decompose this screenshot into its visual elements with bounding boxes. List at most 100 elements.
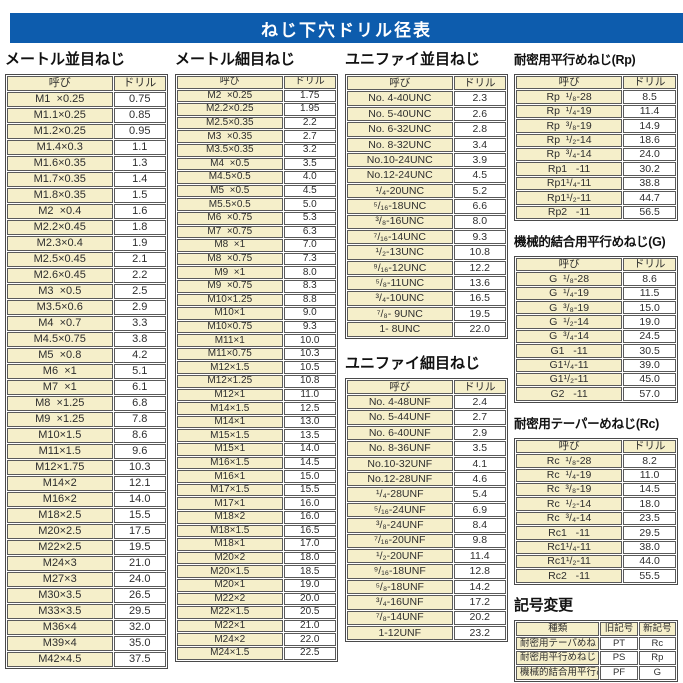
table-row: M1.7×0.35 1.4 [7, 172, 166, 187]
thread-name-cell: M8 ×1.25 [7, 396, 113, 411]
thread-name-cell: ³/₄-10UNC [347, 291, 453, 306]
column-header: 呼び [7, 76, 113, 91]
table-row: M2.5×0.35 2.2 [177, 116, 336, 130]
table-row: M2.6×0.45 2.2 [7, 268, 166, 283]
thread-name-cell: M4.5×0.5 [177, 171, 283, 184]
column-header: 呼び [516, 439, 623, 454]
table-row: M17×1 16.0 [177, 497, 336, 510]
table-row: No. 8-36UNF 3.5 [347, 441, 506, 456]
column-header: ドリル [453, 76, 506, 91]
table-row: ³/₄-10UNC 16.5 [347, 291, 506, 306]
thread-name-cell: Rp ¹/₂-14 [516, 133, 623, 147]
table-row: M24×1.5 22.5 [177, 646, 336, 660]
drill-value-cell: 8.4 [453, 518, 506, 533]
table-row: ³/₄-16UNF 17.2 [347, 595, 506, 610]
thread-name-cell: ⁷/₈- 9UNC [347, 306, 453, 322]
thread-name-cell: No. 6-40UNF [347, 425, 453, 441]
table-row: M10×1.25 8.8 [177, 293, 336, 307]
drill-value-cell: 1.75 [283, 89, 336, 103]
thread-name-cell: Rc2 -11 [516, 569, 623, 583]
table-row: G1¹/₄-11 39.0 [516, 358, 676, 373]
table-row: No. 6-32UNC 2.8 [347, 122, 506, 137]
thread-name-cell: M1.6×0.35 [7, 156, 113, 171]
drill-value-cell: PT [600, 636, 638, 651]
drill-value-cell: 17.5 [113, 524, 166, 539]
drill-value-cell: 15.5 [283, 483, 336, 497]
table-row: G ¹/₄-19 11.5 [516, 286, 676, 301]
column-header: ドリル [113, 76, 166, 91]
drill-value-cell: 23.5 [623, 511, 676, 526]
drill-value-cell: 4.2 [113, 348, 166, 363]
drill-value-cell: 21.0 [283, 619, 336, 633]
table-row: M16×2 14.0 [7, 492, 166, 507]
table-row: ⁵/₁₆-18UNC 6.6 [347, 199, 506, 214]
table-row: M5 ×0.5 4.5 [177, 184, 336, 198]
thread-name-cell: No. 4-40UNC [347, 91, 453, 106]
table-row: M1.1×0.25 0.85 [7, 108, 166, 123]
drill-value-cell: 10.8 [283, 375, 336, 388]
drill-value-cell: 44.7 [623, 191, 676, 205]
section-title-rp: 耐密用平行めねじ(Rp) [514, 53, 636, 67]
table-row: M11×1.5 9.6 [7, 444, 166, 459]
header-row: 呼び ドリル [516, 76, 676, 90]
unified-coarse-table: 呼び ドリル No. 4-40UNC 2.3 No. 5-40UNC 2.6 No. 6-3… [345, 74, 508, 339]
thread-name-cell: M11×1.5 [7, 444, 113, 459]
table-row: ¹/₄-20UNC 5.2 [347, 183, 506, 199]
thread-name-cell: No. 5-40UNC [347, 106, 453, 122]
table-row: 1-12UNF 23.2 [347, 625, 506, 641]
drill-value-cell: 14.5 [623, 482, 676, 497]
table-row: ⁷/₁₆-14UNC 9.3 [347, 229, 506, 245]
thread-name-cell: M2.3×0.4 [7, 236, 113, 251]
table-row: M4 ×0.5 3.5 [177, 157, 336, 171]
table-row: M8 ×1 7.0 [177, 239, 336, 252]
table-row: M9 ×0.75 8.3 [177, 279, 336, 293]
drill-value-cell: 20.5 [283, 606, 336, 619]
thread-name-cell: M1.8×0.35 [7, 188, 113, 203]
section-metric-coarse: メートル並目ねじ 呼び ドリル M1 ×0.25 0.75 M1.1×0.25 0.85 M… [5, 50, 168, 669]
table-row: M30×3.5 26.5 [7, 588, 166, 603]
drill-value-cell: 11.0 [283, 388, 336, 402]
thread-name-cell: M10×0.75 [177, 320, 283, 334]
drill-value-cell: 19.0 [283, 578, 336, 592]
thread-name-cell: ⁵/₁₆-24UNF [347, 502, 453, 518]
drill-value-cell: 11.4 [453, 548, 506, 564]
thread-name-cell: M20×1 [177, 578, 283, 592]
thread-name-cell: M12×1.75 [7, 460, 113, 475]
table-row: Rc ¹/₈-28 8.2 [516, 454, 676, 468]
drill-value-cell: 4.0 [283, 171, 336, 184]
drill-value-cell: 13.0 [283, 415, 336, 429]
thread-name-cell: M10×1.25 [177, 293, 283, 307]
drill-value-cell: 11.0 [623, 468, 676, 482]
table-row: ⁷/₁₆-20UNF 9.8 [347, 533, 506, 548]
table-row: Rc ¹/₂-14 18.0 [516, 497, 676, 511]
drill-value-cell: 39.0 [623, 358, 676, 373]
table-row: M6 ×0.75 5.3 [177, 211, 336, 225]
table-row: ¹/₂-20UNF 11.4 [347, 548, 506, 564]
thread-name-cell: Rc1¹/₂-11 [516, 554, 623, 569]
thread-name-cell: M12×1 [177, 388, 283, 402]
table-row: G1 -11 30.5 [516, 344, 676, 358]
drill-value-cell: 55.5 [623, 569, 676, 583]
drill-value-cell: 22.5 [283, 646, 336, 660]
table-row: M8 ×0.75 7.3 [177, 252, 336, 266]
thread-name-cell: M4 ×0.5 [177, 157, 283, 171]
thread-name-cell: M3.5×0.35 [177, 143, 283, 157]
table-row: M1.6×0.35 1.3 [7, 156, 166, 171]
section-title-metric-fine: メートル細目ねじ [175, 51, 296, 68]
drill-value-cell: 12.2 [453, 260, 506, 276]
drill-value-cell: 45.0 [623, 373, 676, 387]
drill-value-cell: 7.0 [283, 239, 336, 252]
thread-name-cell: M7 ×0.75 [177, 225, 283, 239]
drill-value-cell: 8.2 [623, 454, 676, 468]
table-row: M1 ×0.25 0.75 [7, 92, 166, 107]
table-row: M9 ×1 8.0 [177, 266, 336, 279]
table-row: G ³/₈-19 15.0 [516, 301, 676, 315]
thread-name-cell: M1.7×0.35 [7, 172, 113, 187]
column-header: 呼び [347, 76, 453, 91]
header-row: 呼び ドリル [177, 76, 336, 89]
drill-value-cell: 16.5 [283, 524, 336, 538]
table-row: M1.2×0.25 0.95 [7, 124, 166, 139]
table-row: Rc1¹/₄-11 38.0 [516, 540, 676, 554]
table-row: M9 ×1.25 7.8 [7, 412, 166, 427]
thread-name-cell: M1 ×0.25 [7, 92, 113, 107]
